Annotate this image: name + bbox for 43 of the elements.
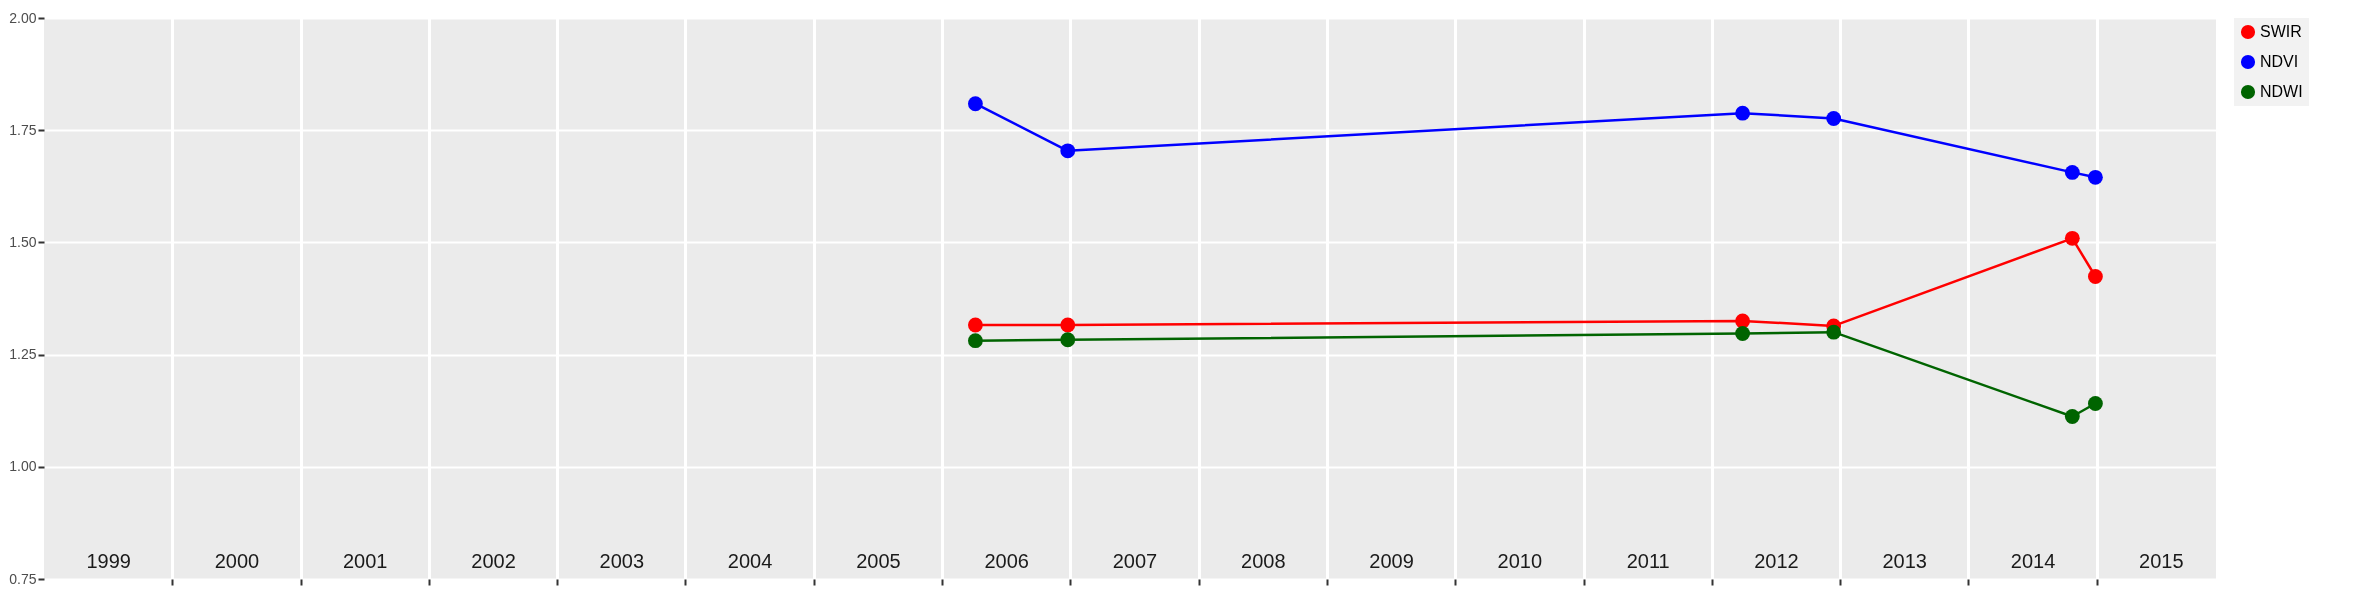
x-tick-label: 2001	[342, 549, 388, 572]
point	[1826, 324, 1842, 340]
y-tick-label: 2.00	[9, 9, 37, 26]
x-tick-label: 2014	[2010, 549, 2056, 572]
y-tick-label: 1.00	[9, 458, 37, 475]
legend-label: SWIR	[2260, 23, 2302, 40]
x-tick-label: 2012	[1754, 549, 1799, 572]
x-tick-label: 2002	[471, 549, 516, 572]
point	[1060, 143, 1076, 159]
x-tick-label: 2011	[1626, 549, 1670, 572]
point	[967, 333, 983, 349]
x-tick-label: 2010	[1497, 549, 1543, 572]
x-tick-label: 2013	[1882, 549, 1927, 572]
point	[1735, 326, 1751, 341]
point	[1060, 317, 1076, 333]
y-tick-label: 1.25	[9, 346, 37, 363]
point	[1826, 111, 1842, 126]
point	[2087, 269, 2103, 284]
x-tick-label: 2009	[1369, 549, 1414, 572]
x-tick-label: 2004	[727, 549, 773, 572]
point	[2064, 409, 2080, 424]
point	[2064, 164, 2080, 180]
y-tick-label: 1.75	[9, 121, 37, 138]
legend-label: NDWI	[2260, 83, 2303, 100]
x-tick-label: 1999	[86, 549, 131, 572]
x-tick-label: 2007	[1112, 549, 1158, 572]
point	[2087, 396, 2103, 411]
x-tick-label: 2006	[984, 549, 1029, 572]
point	[1735, 313, 1751, 329]
x-tick-label: 2008	[1241, 549, 1286, 572]
point	[1060, 332, 1076, 348]
point	[2087, 169, 2103, 185]
x-tick-label: 2015	[2139, 549, 2184, 572]
point	[1735, 105, 1751, 121]
legend-label: NDVI	[2260, 53, 2299, 70]
point	[2064, 230, 2080, 246]
x-tick-label: 2003	[599, 549, 645, 572]
point	[967, 317, 983, 333]
y-tick-label: 0.75	[9, 570, 37, 587]
point	[967, 96, 983, 112]
x-tick-label: 2000	[214, 549, 260, 572]
y-tick-label: 1.50	[9, 233, 37, 250]
x-tick-label: 2005	[856, 549, 901, 572]
